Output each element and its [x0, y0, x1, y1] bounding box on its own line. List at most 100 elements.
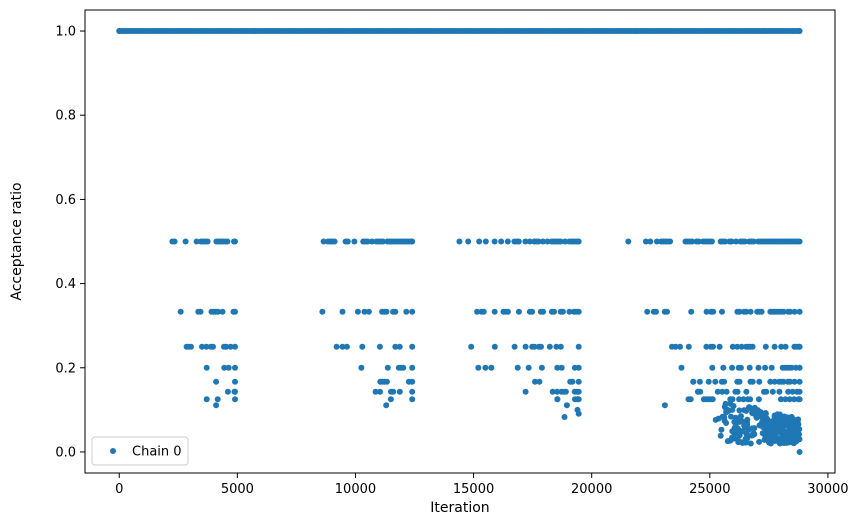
data-point: [491, 238, 498, 245]
data-point: [736, 432, 743, 439]
data-point: [515, 308, 522, 315]
data-point: [771, 378, 778, 385]
data-point: [717, 432, 724, 439]
data-point: [719, 308, 725, 315]
data-point: [738, 439, 745, 446]
data-point: [514, 364, 521, 371]
data-point: [732, 422, 739, 429]
data-point: [549, 388, 556, 395]
data-point: [377, 388, 383, 395]
data-point: [392, 343, 399, 350]
data-point: [456, 238, 463, 245]
data-point: [409, 343, 416, 350]
data-point: [690, 378, 697, 385]
data-point: [214, 396, 221, 403]
data-point: [767, 432, 774, 439]
data-point: [232, 308, 238, 315]
y-tick-label: 0.4: [55, 277, 76, 292]
data-point: [767, 378, 774, 385]
data-point: [729, 364, 736, 371]
data-point: [747, 308, 754, 315]
data-point: [377, 378, 384, 385]
data-point: [749, 410, 756, 417]
data-point: [723, 388, 730, 395]
data-point: [774, 427, 781, 434]
data-point: [575, 410, 582, 417]
data-point: [177, 308, 184, 315]
data-point: [558, 364, 565, 371]
data-point: [504, 238, 511, 245]
data-point: [791, 435, 798, 442]
data-point: [465, 238, 472, 245]
data-point: [741, 422, 748, 429]
data-point: [215, 308, 222, 315]
data-point: [762, 364, 769, 371]
data-point: [724, 406, 731, 413]
data-point: [749, 378, 756, 385]
data-point: [365, 308, 372, 315]
data-point: [409, 238, 416, 245]
data-point: [708, 238, 715, 245]
data-point: [531, 343, 538, 350]
data-point: [364, 238, 371, 245]
data-point: [569, 378, 576, 385]
data-point: [383, 308, 390, 315]
data-point: [396, 388, 403, 395]
data-point: [554, 396, 561, 403]
data-point: [755, 396, 762, 403]
data-point: [562, 388, 569, 395]
data-point: [387, 396, 394, 403]
data-point: [647, 238, 654, 245]
data-point: [225, 364, 232, 371]
data-point: [491, 308, 498, 315]
data-point: [743, 308, 750, 315]
data-point: [782, 417, 789, 424]
data-point: [554, 388, 561, 395]
data-point: [551, 308, 558, 315]
data-point: [188, 343, 194, 350]
data-point: [738, 413, 744, 420]
data-point: [566, 308, 573, 315]
data-point: [785, 388, 792, 395]
data-point: [796, 436, 803, 443]
data-point: [743, 434, 750, 441]
data-point: [796, 238, 803, 245]
data-point: [546, 343, 553, 350]
data-point: [769, 388, 776, 395]
data-point: [758, 308, 765, 315]
data-point: [333, 343, 340, 350]
data-point: [788, 364, 795, 371]
data-point: [498, 238, 505, 245]
data-point: [409, 364, 416, 371]
data-point: [559, 308, 566, 315]
data-point: [778, 343, 785, 350]
data-point: [359, 343, 366, 350]
data-point: [746, 364, 753, 371]
data-point: [504, 308, 511, 315]
data-point: [758, 414, 765, 421]
data-point: [709, 364, 716, 371]
data-point: [724, 438, 731, 445]
data-point: [714, 388, 721, 395]
data-point: [710, 308, 717, 315]
data-point: [538, 364, 545, 371]
data-point: [339, 308, 346, 315]
data-point: [719, 413, 726, 420]
data-point: [727, 400, 734, 407]
data-point: [203, 364, 210, 371]
data-point: [712, 378, 719, 385]
data-point: [232, 343, 238, 350]
data-point: [396, 343, 403, 350]
data-point: [734, 388, 741, 395]
data-point: [678, 364, 685, 371]
data-point: [522, 238, 529, 245]
data-point: [787, 428, 794, 435]
data-point: [320, 238, 327, 245]
data-point: [532, 378, 538, 385]
data-points: [116, 28, 803, 455]
data-point: [791, 378, 798, 385]
data-point: [741, 407, 748, 414]
data-point: [482, 238, 489, 245]
data-point: [771, 343, 778, 350]
data-point: [741, 238, 748, 245]
